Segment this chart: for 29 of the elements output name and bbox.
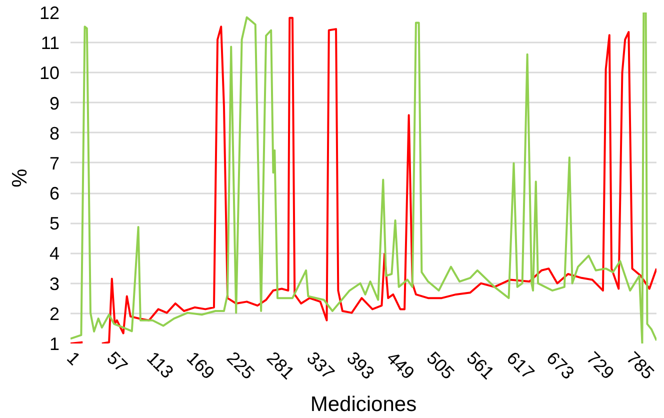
y-tick-label: 11 <box>40 33 60 54</box>
x-tick-label: 1 <box>63 348 84 370</box>
y-tick-label: 10 <box>39 63 60 84</box>
y-tick-label: 8 <box>49 123 60 144</box>
x-tick-label: 561 <box>462 348 498 384</box>
y-axis-title: % <box>8 168 32 188</box>
y-tick-label: 2 <box>49 304 60 324</box>
x-tick-label: 729 <box>582 348 618 384</box>
x-tick-label: 449 <box>382 348 418 384</box>
x-tick-label: 617 <box>502 348 538 384</box>
x-tick-label: 113 <box>143 348 178 382</box>
x-tick-label: 169 <box>182 348 218 384</box>
x-tick-label: 57 <box>103 348 132 376</box>
x-tick-label: 281 <box>262 348 298 384</box>
x-tick-label: 393 <box>342 348 378 384</box>
y-tick-label: 1 <box>49 334 60 354</box>
y-tick-label: 5 <box>49 214 60 234</box>
y-tick-label: 3 <box>49 274 60 294</box>
x-tick-label: 337 <box>302 348 338 384</box>
x-tick-label: 505 <box>422 348 458 384</box>
x-tick-label: 225 <box>222 348 258 384</box>
x-axis-title: Mediciones <box>310 392 417 416</box>
y-tick-label: 6 <box>49 184 60 204</box>
x-tick-label: 785 <box>622 348 658 384</box>
y-tick-label: 9 <box>49 93 60 114</box>
x-tick-label: 673 <box>542 348 578 384</box>
y-tick-label: 4 <box>49 244 60 264</box>
y-tick-label: 7 <box>49 153 60 174</box>
y-tick-label: 12 <box>39 3 60 23</box>
